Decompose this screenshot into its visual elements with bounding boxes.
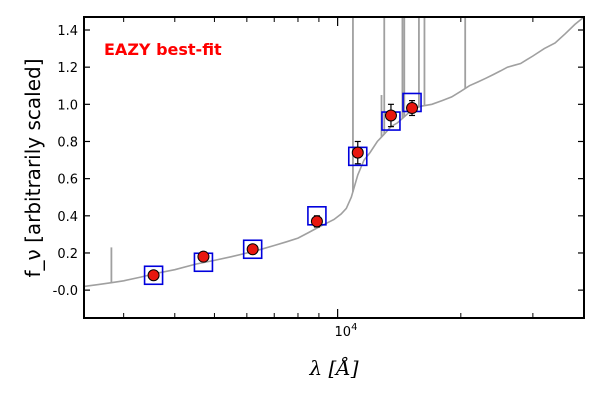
best-fit-sed-line <box>84 17 584 288</box>
observed-flux-point <box>406 102 419 115</box>
y-tick-label: 0.4 <box>57 210 78 225</box>
y-tick-label: 1.2 <box>57 61 78 76</box>
observed-flux-point <box>351 146 364 159</box>
y-axis-label: f_ν [arbitrarily scaled] <box>21 59 45 278</box>
y-tick-label: -0.0 <box>53 284 78 299</box>
y-tick-label: 0.8 <box>57 135 78 150</box>
model-flux-box <box>143 265 164 286</box>
x-tick-label: 104 <box>335 322 358 340</box>
y-tick-label: 0.6 <box>57 173 78 188</box>
observed-flux-point <box>384 109 397 122</box>
y-tick-labels: -0.0 0.2 0.4 0.6 0.8 1.0 1.2 1.4 <box>53 24 78 299</box>
observed-flux-point <box>147 269 160 282</box>
error-bars <box>150 100 416 280</box>
observed-flux-point <box>246 243 259 256</box>
observed-flux-point <box>197 250 210 263</box>
eazy-annotation: EAZY best-fit <box>104 40 222 59</box>
model-flux-box <box>242 239 263 260</box>
observed-flux-point <box>310 215 323 228</box>
observed-flux-points <box>147 102 419 282</box>
y-tick-label: 1.0 <box>57 98 78 113</box>
plot-frame <box>83 16 585 319</box>
y-tick-label: 0.2 <box>57 247 78 262</box>
model-flux-boxes <box>143 92 422 286</box>
y-tick-label: 1.4 <box>57 24 78 39</box>
x-axis-label: λ [Å] <box>308 355 358 380</box>
plot-area <box>84 17 584 288</box>
